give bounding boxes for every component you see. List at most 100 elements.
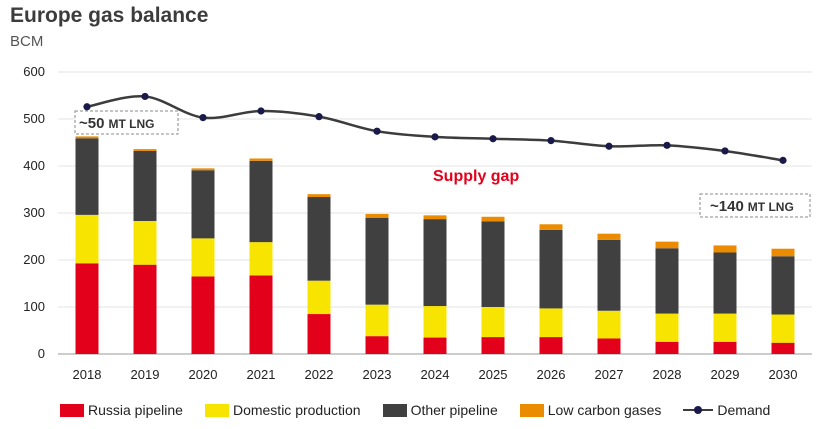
- demand-point: [489, 135, 497, 143]
- bar-segment: [771, 248, 795, 257]
- bar-segment: [771, 256, 795, 315]
- y-tick-label: 400: [23, 158, 45, 173]
- demand-point: [315, 113, 323, 121]
- bar-segment: [249, 158, 273, 161]
- bar-segment: [423, 306, 447, 338]
- x-tick-label: 2026: [537, 367, 566, 382]
- demand-point: [141, 92, 149, 101]
- bar-segment: [423, 215, 447, 220]
- bar-segment: [481, 216, 505, 222]
- legend-line-swatch: [683, 403, 714, 417]
- x-tick-label: 2021: [247, 367, 276, 382]
- demand-point: [83, 103, 91, 111]
- callout-right-text: ~140 MT LNG: [710, 198, 794, 215]
- callout-left-box: [74, 110, 179, 135]
- legend-item: Demand: [683, 402, 770, 418]
- bar-segment: [713, 313, 737, 342]
- x-tick-label: 2029: [711, 367, 740, 382]
- bar-segment: [597, 310, 621, 339]
- legend-item: Russia pipeline: [60, 402, 183, 418]
- legend-label: Other pipeline: [410, 402, 498, 418]
- bar-segment: [539, 224, 563, 230]
- bar-segment: [307, 194, 331, 198]
- y-tick-label: 200: [23, 252, 45, 267]
- y-tick-label: 600: [23, 64, 45, 79]
- y-tick-label: 300: [23, 205, 45, 220]
- legend-item: Low carbon gases: [519, 402, 662, 418]
- bar-segment: [655, 241, 679, 249]
- bar-segment: [771, 314, 795, 343]
- bar-segment: [191, 168, 215, 171]
- legend: Russia pipeline Domestic production Other …: [60, 402, 770, 418]
- bar-segment: [133, 264, 157, 354]
- bar-segment: [539, 337, 563, 354]
- bar-segment: [423, 219, 447, 307]
- bar-segment: [597, 233, 621, 240]
- x-tick-label: 2022: [305, 367, 334, 382]
- x-tick-label: 2023: [363, 367, 392, 382]
- bar-segment: [133, 220, 157, 265]
- bar-segment: [539, 229, 563, 309]
- bar-segment: [713, 341, 737, 354]
- bar-segment: [539, 308, 563, 338]
- x-tick-label: 2018: [73, 367, 102, 382]
- bar-segment: [249, 242, 273, 276]
- bar-segment: [365, 217, 389, 305]
- legend-label: Demand: [717, 402, 771, 418]
- y-tick-label: 0: [38, 346, 45, 361]
- bar-segment: [75, 136, 99, 139]
- supply-gap-label: Supply gap: [433, 168, 519, 185]
- demand-line: [86, 95, 784, 162]
- legend-swatch: [60, 403, 84, 417]
- bar-segment: [713, 252, 737, 314]
- demand-point: [547, 137, 555, 145]
- bar-segment: [713, 245, 737, 253]
- bar-segment: [75, 214, 99, 264]
- bar-segment: [365, 304, 389, 337]
- bar-segment: [597, 338, 621, 354]
- legend-item: Domestic production: [204, 402, 361, 418]
- bar-segment: [365, 336, 389, 354]
- legend-label: Russia pipeline: [88, 402, 183, 418]
- x-tick-label: 2024: [421, 367, 450, 382]
- demand-point: [199, 113, 207, 122]
- bar-segment: [655, 248, 679, 314]
- y-tick-label: 500: [23, 111, 45, 126]
- bar-segment: [307, 314, 331, 354]
- bar-segment: [191, 276, 215, 354]
- bar-segment: [133, 150, 157, 221]
- demand-point: [431, 133, 439, 141]
- bar-segment: [307, 197, 331, 281]
- callout-left-text: ~50 MT LNG: [79, 115, 154, 132]
- x-tick-label: 2028: [653, 367, 682, 382]
- legend-swatch: [382, 403, 407, 417]
- x-tick-label: 2019: [131, 367, 160, 382]
- demand-point: [779, 156, 787, 164]
- bar-segment: [655, 341, 679, 354]
- bar-segment: [75, 138, 99, 215]
- chart-title: Europe gas balance: [10, 4, 209, 27]
- bar-segment: [481, 337, 505, 354]
- legend-item: Other pipeline: [382, 402, 498, 418]
- legend-label: Low carbon gases: [547, 402, 662, 418]
- x-tick-label: 2030: [769, 367, 798, 382]
- callout-right-box: [699, 193, 811, 218]
- chart-unit: BCM: [10, 33, 44, 50]
- bar-segment: [249, 275, 273, 354]
- demand-point: [721, 147, 729, 155]
- bar-segment: [191, 170, 215, 239]
- legend-swatch: [204, 403, 229, 417]
- bar-segment: [771, 342, 795, 354]
- x-tick-label: 2027: [595, 367, 624, 382]
- bar-segment: [191, 238, 215, 277]
- y-tick-label: 100: [23, 299, 45, 314]
- demand-point: [605, 142, 613, 150]
- bar-segment: [655, 313, 679, 342]
- demand-point: [663, 141, 671, 149]
- legend-label: Domestic production: [232, 402, 361, 418]
- bar-segment: [481, 221, 505, 307]
- bar-segment: [133, 149, 157, 151]
- legend-swatch: [519, 403, 544, 417]
- bar-segment: [307, 280, 331, 315]
